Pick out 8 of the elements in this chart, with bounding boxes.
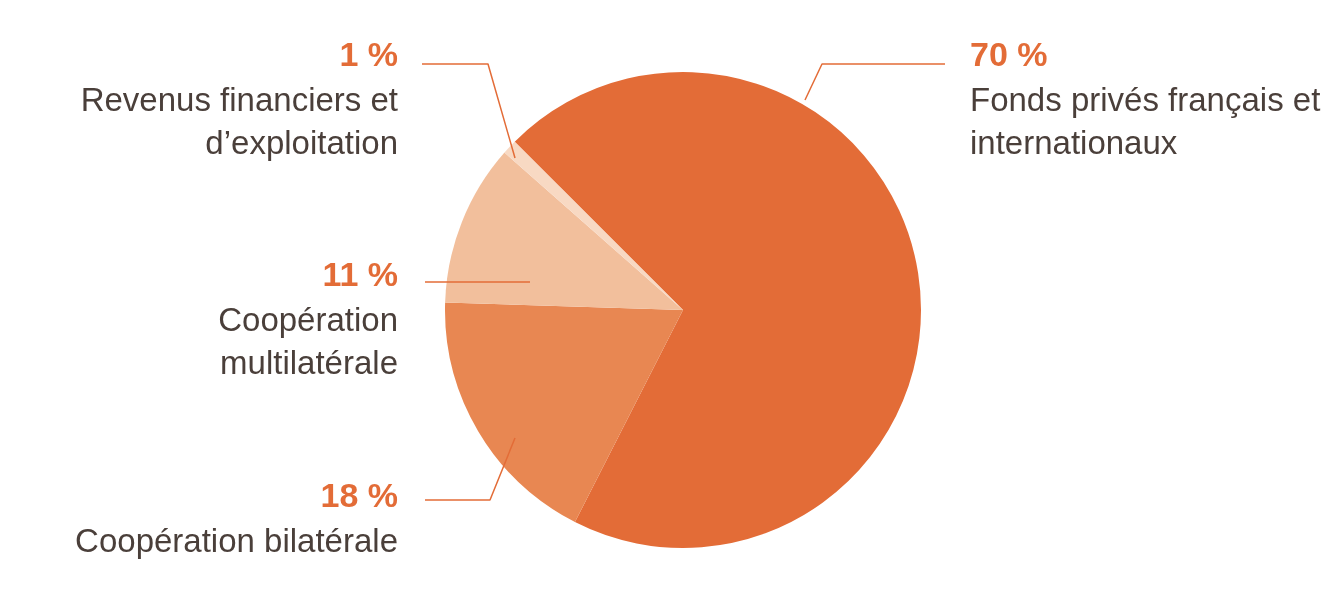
slice-label: Coopération bilatérale [75, 522, 398, 559]
data-label: 1 % [339, 35, 398, 73]
data-label: 70 % [970, 35, 1048, 73]
slice-label: Fonds privés français et internationaux [970, 81, 1321, 161]
data-label: 18 % [320, 476, 398, 514]
slice-label: Revenus financiers et d’exploitation [80, 81, 398, 161]
data-label: 11 % [322, 255, 398, 293]
slice-label: Coopération multilatérale [218, 301, 398, 381]
